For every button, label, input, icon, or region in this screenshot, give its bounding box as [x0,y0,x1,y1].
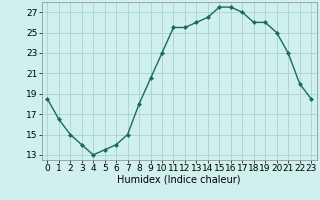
X-axis label: Humidex (Indice chaleur): Humidex (Indice chaleur) [117,175,241,185]
